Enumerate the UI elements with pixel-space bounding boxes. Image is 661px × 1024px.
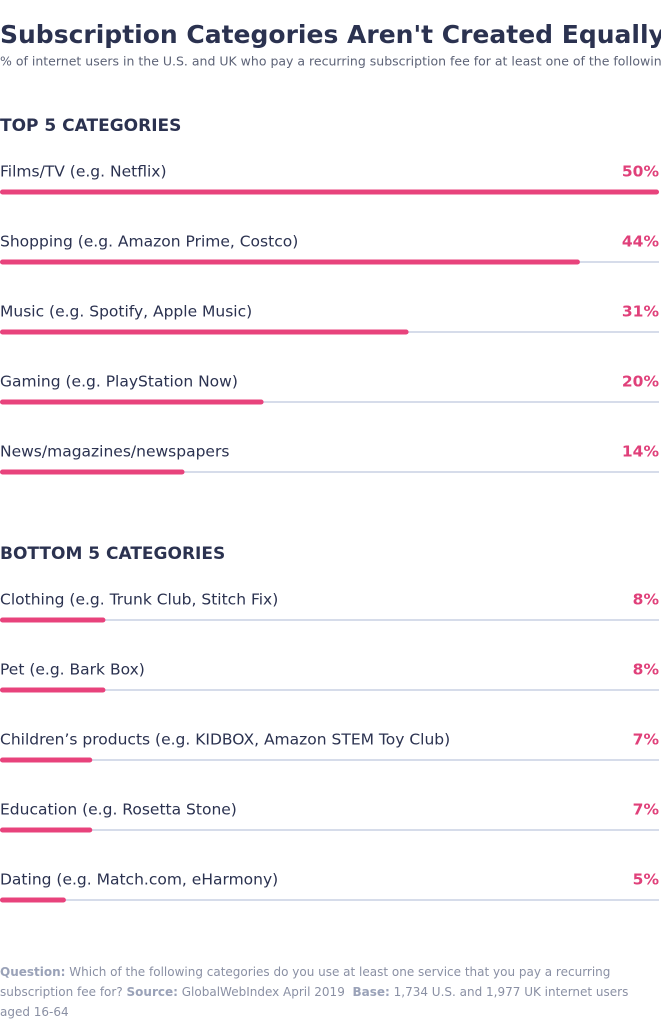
bar	[0, 897, 66, 903]
bar-track	[0, 689, 659, 691]
bar	[0, 687, 106, 693]
bar	[0, 757, 93, 763]
source: GlobalWebIndex April 2019	[181, 985, 345, 999]
question: Which of the following categories do you…	[0, 965, 611, 999]
category-label: Gaming (e.g. PlayStation Now)	[0, 373, 238, 391]
value-label: 44%	[622, 233, 660, 251]
base: 1,734 U.S. and 1,977 UK internet users a…	[0, 985, 629, 1019]
value-label: 7%	[633, 801, 660, 819]
category-label: News/magazines/newspapers	[0, 443, 229, 461]
bar-track	[0, 759, 659, 761]
footer: Question: Which of the following categor…	[0, 962, 660, 1022]
bar-track	[0, 471, 659, 473]
bar-track	[0, 401, 659, 403]
chart: Subscription Categories Aren't Created E…	[0, 20, 661, 903]
value-label: 8%	[633, 591, 660, 609]
value-label: 8%	[633, 661, 660, 679]
chart-title: Subscription Categories Aren't Created E…	[0, 20, 661, 49]
category-label: Dating (e.g. Match.com, eHarmony)	[0, 871, 278, 889]
category-label: Music (e.g. Spotify, Apple Music)	[0, 303, 252, 321]
value-label: 5%	[633, 871, 660, 889]
category-label: Pet (e.g. Bark Box)	[0, 661, 145, 679]
section-title: BOTTOM 5 CATEGORIES	[0, 544, 225, 564]
bar	[0, 189, 659, 195]
category-label: Education (e.g. Rosetta Stone)	[0, 801, 237, 819]
value-label: 20%	[622, 373, 660, 391]
category-label: Children’s products (e.g. KIDBOX, Amazon…	[0, 731, 450, 749]
bar	[0, 329, 409, 335]
chart-subtitle: % of internet users in the U.S. and UK w…	[0, 54, 661, 69]
question-label: Question:	[0, 965, 66, 979]
value-label: 31%	[622, 303, 660, 321]
bar	[0, 259, 580, 265]
section-title: TOP 5 CATEGORIES	[0, 116, 181, 136]
value-label: 50%	[622, 163, 660, 181]
value-label: 14%	[622, 443, 660, 461]
bar	[0, 617, 106, 623]
source-label: Source:	[126, 985, 178, 999]
bar	[0, 827, 93, 833]
bar	[0, 469, 185, 475]
bar-track	[0, 899, 659, 901]
bar-track	[0, 829, 659, 831]
base-label: Base:	[352, 985, 390, 999]
bar-track	[0, 619, 659, 621]
category-label: Shopping (e.g. Amazon Prime, Costco)	[0, 233, 298, 251]
category-label: Clothing (e.g. Trunk Club, Stitch Fix)	[0, 591, 278, 609]
value-label: 7%	[633, 731, 660, 749]
bar	[0, 399, 264, 405]
category-label: Films/TV (e.g. Netflix)	[0, 163, 167, 181]
